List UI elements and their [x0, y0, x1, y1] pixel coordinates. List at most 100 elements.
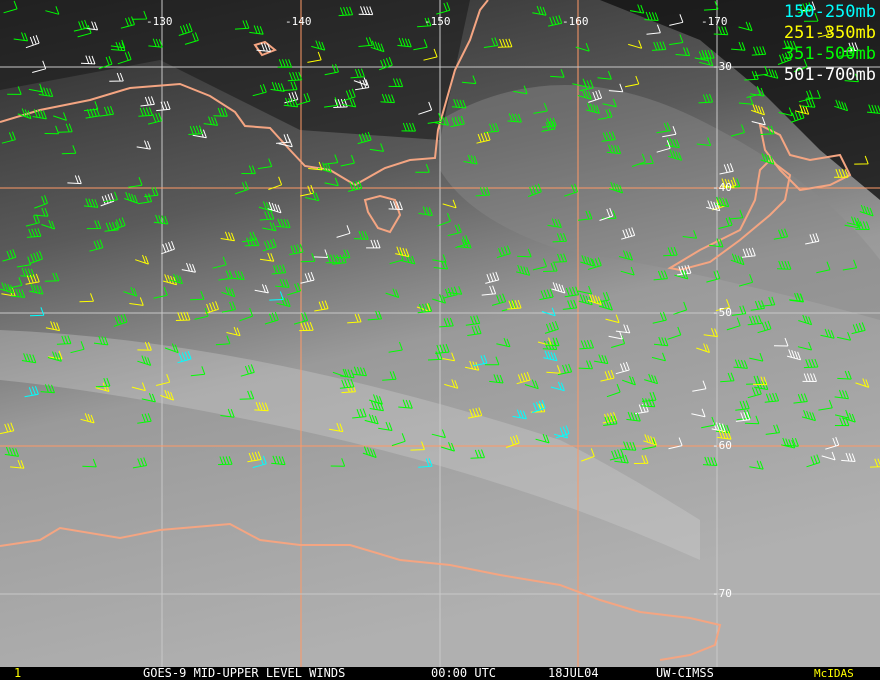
wind-barb [457, 239, 472, 249]
wind-barb [600, 369, 615, 382]
wind-barb [111, 217, 126, 231]
wind-barb [203, 116, 219, 126]
wind-barb [605, 314, 620, 324]
wind-barb [818, 399, 833, 411]
wind-barb [188, 125, 203, 135]
wind-barb [805, 233, 820, 245]
wind-barb [336, 225, 351, 238]
wind-barb [507, 113, 522, 123]
wind-barb [547, 218, 562, 228]
wind-barb [533, 102, 548, 114]
wind-barb [615, 361, 630, 375]
wind-barb [749, 352, 764, 362]
wind-barb [594, 354, 609, 365]
wind-barb [552, 253, 568, 263]
wind-barb [47, 351, 62, 362]
wind-barb [608, 83, 624, 93]
wind-barb [677, 264, 692, 276]
longitude-label: -160 [562, 15, 589, 28]
wind-barb [546, 365, 561, 374]
wind-barb [450, 115, 465, 128]
wind-barb [470, 449, 485, 459]
wind-barb [413, 39, 428, 51]
wind-barb [267, 201, 282, 214]
wind-barb [70, 341, 85, 354]
wind-barb [855, 378, 870, 388]
wind-barb [782, 40, 797, 50]
wind-barb [544, 321, 559, 334]
wind-barb [760, 125, 775, 135]
wind-barb [181, 262, 196, 273]
wind-barb [350, 68, 365, 79]
wind-barb [587, 293, 602, 306]
wind-barb [585, 102, 600, 114]
wind-barb [527, 183, 542, 197]
wind-barb [866, 104, 880, 114]
wind-barb [609, 181, 624, 194]
wind-barb [599, 207, 614, 221]
wind-barb [220, 231, 235, 242]
wind-barb [218, 456, 233, 465]
wind-barb [797, 341, 813, 351]
wind-barb [45, 6, 60, 15]
wind-barb [436, 2, 451, 15]
wind-barb [44, 272, 60, 282]
wind-barb [3, 0, 18, 14]
wind-barb [722, 177, 737, 189]
wind-barb [418, 458, 433, 468]
wind-barb [385, 288, 400, 298]
wind-barb [836, 332, 852, 341]
wind-barb [747, 385, 762, 399]
wind-barb [702, 456, 718, 466]
wind-barb [99, 106, 114, 117]
wind-barb [837, 370, 852, 380]
wind-barb [834, 417, 850, 427]
wind-barb [161, 241, 175, 255]
wind-barb [581, 448, 595, 462]
frame-number: 1 [14, 666, 22, 680]
wind-barb [234, 181, 249, 195]
wind-barb [380, 93, 395, 104]
wind-barb [401, 254, 416, 265]
wind-barb [352, 408, 367, 419]
wind-barb [120, 16, 135, 29]
wind-barb [784, 437, 799, 447]
wind-barb [323, 154, 339, 165]
wind-barb [434, 116, 449, 126]
wind-barb [278, 138, 293, 148]
wind-barb [67, 175, 82, 185]
wind-barb [834, 169, 849, 178]
wind-barb [437, 213, 451, 227]
wind-barb [608, 330, 623, 340]
wind-barb [542, 117, 557, 128]
wind-barb [311, 40, 326, 51]
wind-barb [1, 131, 16, 144]
wind-barb [602, 98, 617, 108]
coastline [0, 0, 852, 661]
wind-barb [735, 400, 750, 411]
wind-barb [609, 448, 625, 461]
wind-barb [841, 412, 856, 423]
wind-barb [341, 88, 356, 102]
wind-barb [82, 458, 97, 468]
wind-barb [656, 140, 671, 153]
wind-barb [481, 285, 497, 296]
wind-barb [541, 307, 556, 317]
wind-barb [370, 40, 385, 53]
wind-barb [277, 59, 293, 68]
wind-barb [410, 441, 425, 451]
wind-barb [651, 41, 667, 51]
wind-barb [751, 103, 765, 116]
wind-barb [220, 408, 235, 418]
wind-barb [378, 421, 393, 431]
wind-barb [653, 270, 668, 281]
latitude-label: -60 [712, 439, 732, 452]
wind-barb [615, 324, 631, 334]
wind-barb [773, 228, 789, 240]
latitude-label: -40 [712, 181, 732, 194]
wind-barb [221, 301, 237, 313]
wind-barb [358, 37, 373, 47]
wind-barb [262, 238, 277, 252]
wind-barb [300, 271, 315, 284]
wind-barb [132, 457, 148, 469]
